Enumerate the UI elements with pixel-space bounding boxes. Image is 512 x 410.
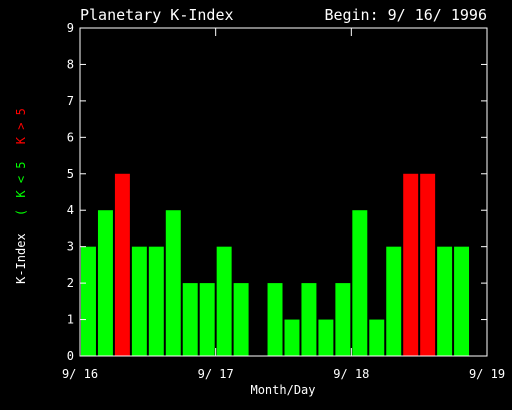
kp-bar (403, 173, 419, 356)
kp-bar (148, 246, 164, 356)
kp-bar (352, 210, 368, 356)
kp-bar (301, 283, 317, 356)
y-axis-label-open: ( (14, 209, 28, 216)
y-tick-label: 8 (67, 57, 74, 71)
kp-bar (318, 319, 334, 356)
kp-bar (386, 246, 402, 356)
kp-bar (420, 173, 436, 356)
bars-layer (81, 173, 470, 356)
kp-bar (437, 246, 453, 356)
svg-text:K-Index ( K < 5: K-Index ( K < 5 K > 5 (14, 108, 28, 284)
kp-bar (284, 319, 300, 356)
y-tick-label: 9 (67, 21, 74, 35)
y-tick-label: 6 (67, 130, 74, 144)
y-tick-label: 7 (67, 94, 74, 108)
kp-bar (216, 246, 232, 356)
kp-bar (97, 210, 113, 356)
y-tick-label: 3 (67, 240, 74, 254)
y-tick-label: 1 (67, 313, 74, 327)
chart-title: Planetary K-Index (80, 6, 234, 24)
kp-bar (199, 283, 215, 356)
kp-bar (182, 283, 198, 356)
x-tick-label: 9/ 16 (62, 367, 98, 381)
kp-bar (114, 173, 130, 356)
y-axis-label-main: K-Index (14, 233, 28, 284)
kp-bar (454, 246, 470, 356)
x-axis-label: Month/Day (250, 383, 315, 397)
kp-bar (369, 319, 385, 356)
kp-bar (267, 283, 283, 356)
y-axis-label-storm: K > 5 (14, 108, 28, 144)
kp-bar (165, 210, 181, 356)
x-tick-label: 9/ 17 (198, 367, 234, 381)
y-axis-label-quiet: K < 5 (14, 161, 28, 197)
kp-bar (335, 283, 351, 356)
kp-bar (233, 283, 249, 356)
x-tick-label: 9/ 18 (333, 367, 369, 381)
plot-frame (79, 27, 488, 357)
kp-bar (81, 246, 96, 356)
kp-bar (131, 246, 147, 356)
y-tick-label: 4 (67, 203, 74, 217)
begin-date-label: Begin: 9/ 16/ 1996 (324, 6, 487, 24)
ticks-layer: 0 1 2 3 4 5 6 7 8 9 9/ 16 9/ 17 9/ 18 9/ 19 (62, 21, 505, 381)
y-tick-label: 0 (67, 349, 74, 363)
y-tick-label: 2 (67, 276, 74, 290)
y-axis-label: K-Index ( K < 5 K > 5 (14, 108, 28, 284)
y-tick-label: 5 (67, 167, 74, 181)
x-tick-label: 9/ 19 (469, 367, 505, 381)
